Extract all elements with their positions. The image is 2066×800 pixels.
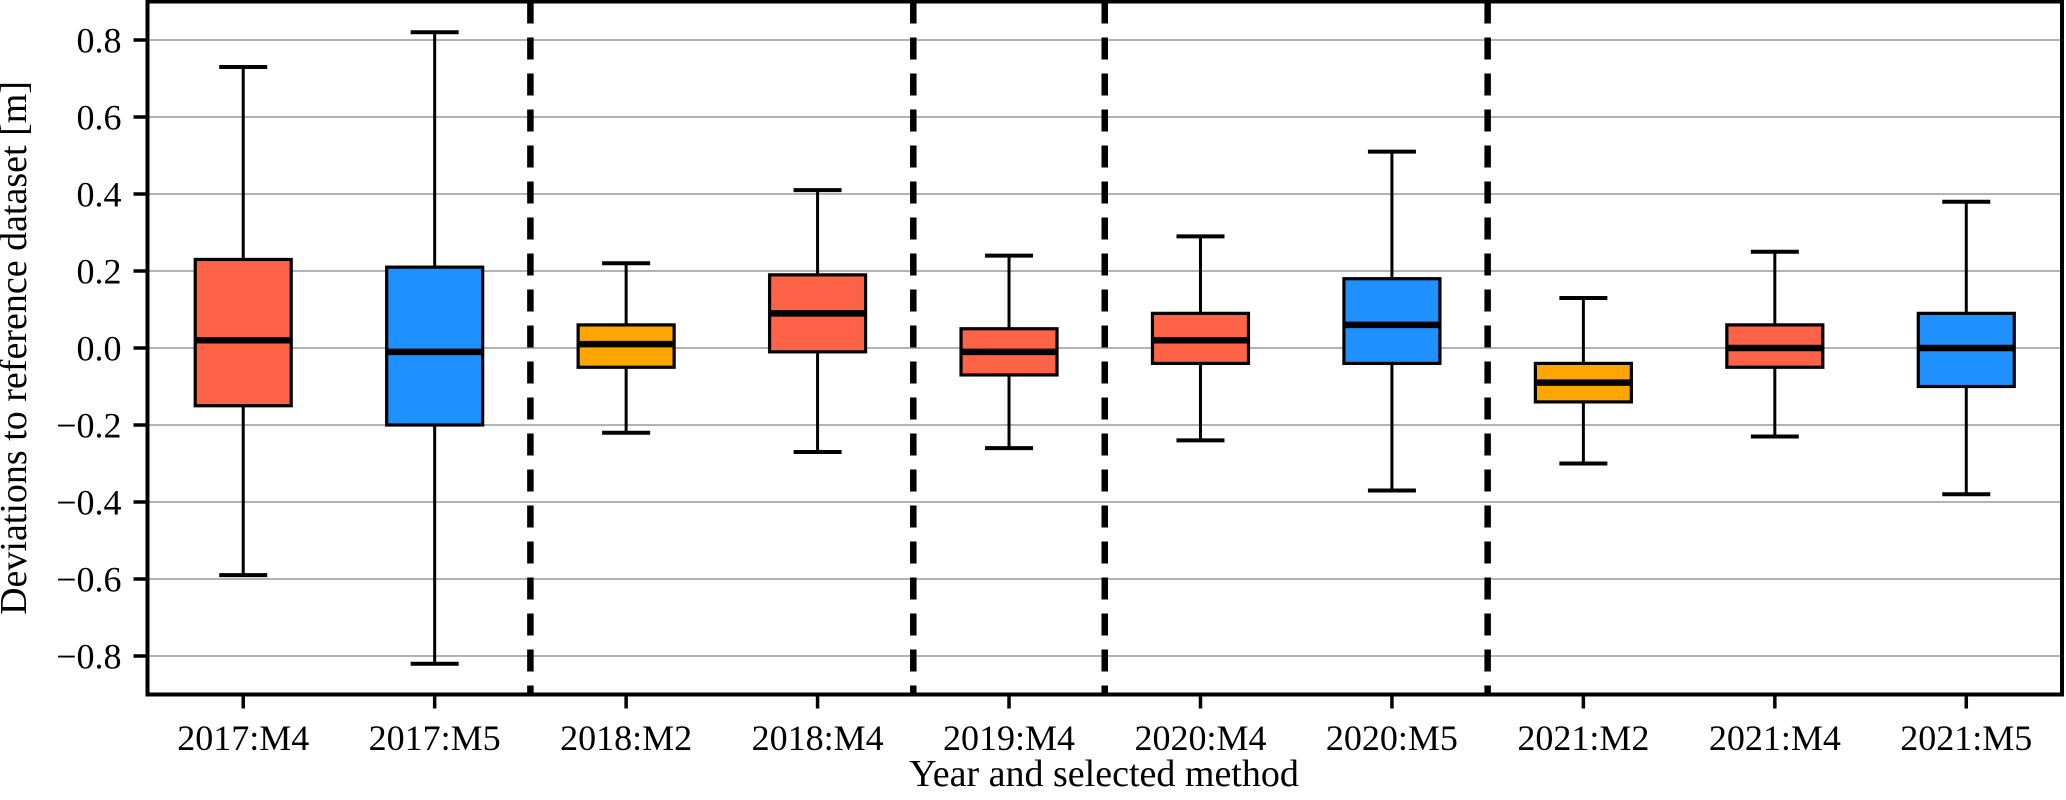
y-tick-label: 0.0 [77,329,122,369]
box-plot-2018-M2 [576,261,676,435]
iqr-box [1342,277,1442,366]
y-tick-label: −0.2 [56,406,121,446]
y-tick-label: 0.2 [77,252,122,292]
y-tick-label: −0.8 [56,637,121,677]
tick-layer [133,38,1969,709]
x-axis-label: Year and selected method [909,753,1299,795]
year-separator-layer [527,1,1491,695]
box-plot-2018-M4 [767,188,868,454]
x-tick-label: 2018:M4 [752,718,884,758]
box-layer [193,30,2016,666]
box-plot-2021-M5 [1916,199,2016,497]
iqr-box [193,257,293,408]
box-plot-2020-M5 [1342,149,1442,493]
y-tick-label: 0.4 [77,175,122,215]
y-axis-label: Deviations to reference dataset [m] [0,81,35,615]
x-tick-label: 2018:M2 [560,718,692,758]
iqr-box [385,265,485,427]
x-tick-label: 2019:M4 [943,718,1075,758]
box-plot-2021-M2 [1533,295,1633,466]
box-plot-2019-M4 [959,253,1059,451]
box-plot-2017-M5 [385,30,485,666]
x-tick-label: 2021:M2 [1517,718,1649,758]
y-tick-label: 0.6 [77,98,122,138]
x-tick-label: 2020:M4 [1134,718,1266,758]
y-tick-label: 0.8 [77,21,122,61]
y-tick-label: −0.6 [56,560,121,600]
box-plot-2021-M4 [1725,249,1825,439]
y-tick-label: −0.4 [56,483,121,523]
x-tick-label: 2021:M5 [1900,718,2032,758]
x-tick-label: 2017:M4 [177,718,309,758]
x-tick-label: 2017:M5 [369,718,501,758]
x-tick-label: 2020:M5 [1326,718,1458,758]
box-plot-2020-M4 [1150,234,1251,443]
x-tick-label: 2021:M4 [1709,718,1841,758]
tick-label-layer: 0.8 0.6 0.4 0.2 0.0 −0.2 −0.4 −0.6 −0.8 2017:M4 20… [56,21,2032,758]
box-plot-2017-M4 [193,64,293,578]
